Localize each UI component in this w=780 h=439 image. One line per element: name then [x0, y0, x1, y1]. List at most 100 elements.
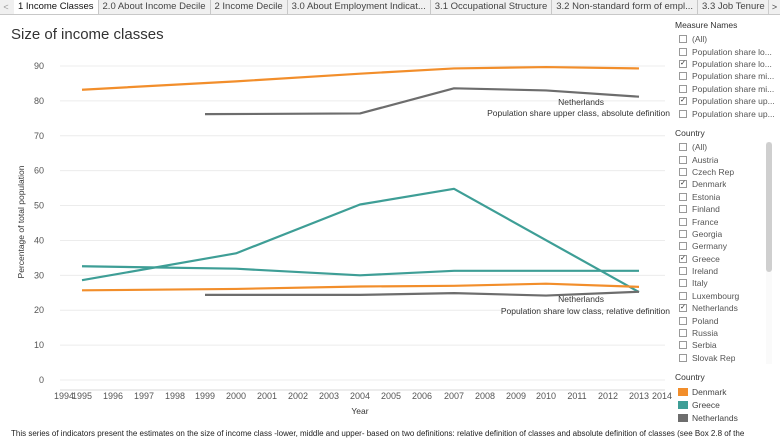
checkbox[interactable]: ✓	[679, 304, 687, 313]
data-point[interactable]	[637, 66, 642, 71]
data-point[interactable]	[80, 288, 85, 293]
data-point[interactable]	[234, 79, 239, 84]
legend-item[interactable]: Denmark	[675, 385, 738, 398]
measure-option[interactable]: Population share up...	[675, 107, 780, 119]
data-point[interactable]	[452, 268, 457, 273]
data-point[interactable]	[203, 112, 208, 117]
data-point[interactable]	[544, 65, 549, 70]
data-point[interactable]	[544, 88, 549, 93]
country-option[interactable]: Estonia	[675, 191, 775, 203]
country-option[interactable]: Austria	[675, 153, 775, 165]
checkbox[interactable]	[679, 72, 687, 81]
series-line[interactable]	[81, 282, 640, 292]
data-point[interactable]	[452, 186, 457, 191]
checkbox[interactable]	[679, 192, 687, 201]
country-filter-scrollbar[interactable]	[766, 142, 772, 364]
data-point[interactable]	[452, 66, 457, 71]
data-point[interactable]	[544, 293, 549, 298]
country-option[interactable]: Ireland	[675, 265, 775, 277]
data-point[interactable]	[544, 268, 549, 273]
checkbox[interactable]	[679, 47, 687, 56]
data-point[interactable]	[234, 251, 239, 256]
data-point[interactable]	[637, 284, 642, 289]
country-option[interactable]: Russia	[675, 327, 775, 339]
checkbox[interactable]	[679, 279, 687, 288]
tab-scroll-right-button[interactable]: >	[768, 0, 780, 14]
series-line[interactable]	[81, 265, 639, 277]
country-option[interactable]: Czech Rep	[675, 166, 775, 178]
legend-item[interactable]: Netherlands	[675, 411, 738, 424]
measure-option[interactable]: ✓ Population share lo...	[675, 58, 780, 70]
tab-scroll-left-button[interactable]: <	[0, 0, 12, 14]
checkbox[interactable]	[679, 291, 687, 300]
checkbox[interactable]	[679, 242, 687, 251]
country-option[interactable]: ✓ Denmark	[675, 178, 775, 190]
data-point[interactable]	[80, 264, 85, 269]
country-option[interactable]: Italy	[675, 277, 775, 289]
data-point[interactable]	[637, 268, 642, 273]
measure-option[interactable]: (All)	[675, 33, 780, 45]
data-point[interactable]	[358, 292, 363, 297]
checkbox[interactable]	[679, 84, 687, 93]
checkbox[interactable]	[679, 35, 687, 44]
tab-1[interactable]: 1 Income Classes	[14, 0, 99, 14]
data-point[interactable]	[452, 283, 457, 288]
data-point[interactable]	[637, 289, 642, 294]
checkbox[interactable]: ✓	[679, 97, 687, 106]
tab-3[interactable]: 2 Income Decile	[211, 0, 288, 14]
checkbox[interactable]	[679, 229, 687, 238]
tab-7[interactable]: 3.3 Job Tenure	[698, 0, 770, 14]
country-option[interactable]: Germany	[675, 240, 775, 252]
data-point[interactable]	[637, 94, 642, 99]
checkbox[interactable]	[679, 167, 687, 176]
checkbox[interactable]: ✓	[679, 59, 687, 68]
measure-option[interactable]: ✓ Population share up...	[675, 95, 780, 107]
country-option[interactable]: (All)	[675, 141, 775, 153]
data-point[interactable]	[234, 266, 239, 271]
checkbox[interactable]	[679, 316, 687, 325]
tab-5[interactable]: 3.1 Occupational Structure	[431, 0, 553, 14]
data-point[interactable]	[358, 202, 363, 207]
data-point[interactable]	[203, 292, 208, 297]
data-point[interactable]	[358, 111, 363, 116]
data-point[interactable]	[452, 291, 457, 296]
data-point[interactable]	[358, 284, 363, 289]
series-line[interactable]	[81, 187, 640, 294]
country-option[interactable]: France	[675, 215, 775, 227]
tab-4[interactable]: 3.0 About Employment Indicat...	[288, 0, 431, 14]
checkbox[interactable]	[679, 205, 687, 214]
checkbox[interactable]: ✓	[679, 254, 687, 263]
country-option[interactable]: Slovak Rep	[675, 352, 775, 364]
country-option[interactable]: Georgia	[675, 228, 775, 240]
checkbox[interactable]	[679, 155, 687, 164]
data-point[interactable]	[80, 87, 85, 92]
data-point[interactable]	[544, 281, 549, 286]
measure-option[interactable]: Population share lo...	[675, 45, 780, 57]
country-option[interactable]: Serbia	[675, 339, 775, 351]
checkbox[interactable]	[679, 143, 687, 152]
checkbox[interactable]	[679, 353, 687, 362]
measure-option[interactable]: Population share mi...	[675, 70, 780, 82]
checkbox[interactable]	[679, 267, 687, 276]
data-point[interactable]	[358, 71, 363, 76]
tab-6[interactable]: 3.2 Non-standard form of empl...	[552, 0, 699, 14]
data-point[interactable]	[234, 286, 239, 291]
checkbox[interactable]	[679, 109, 687, 118]
series-line[interactable]	[205, 290, 640, 297]
checkbox[interactable]	[679, 329, 687, 338]
country-option[interactable]: Poland	[675, 314, 775, 326]
series-line[interactable]	[81, 65, 640, 91]
scrollbar-thumb[interactable]	[766, 142, 772, 272]
legend-item[interactable]: Greece	[675, 398, 738, 411]
country-option[interactable]: Luxembourg	[675, 290, 775, 302]
checkbox[interactable]	[679, 217, 687, 226]
country-option[interactable]: ✓ Netherlands	[675, 302, 775, 314]
country-option[interactable]: Finland	[675, 203, 775, 215]
country-option[interactable]: ✓ Greece	[675, 253, 775, 265]
series-line[interactable]	[204, 87, 640, 116]
data-point[interactable]	[80, 278, 85, 283]
data-point[interactable]	[452, 86, 457, 91]
tab-2[interactable]: 2.0 About Income Decile	[99, 0, 211, 14]
checkbox[interactable]: ✓	[679, 180, 687, 189]
